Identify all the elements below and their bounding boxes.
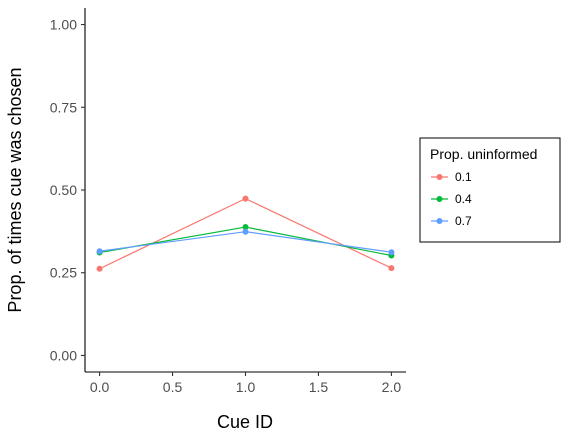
y-tick-label: 0.50 bbox=[50, 182, 77, 198]
data-point-0.1 bbox=[96, 265, 103, 272]
y-ticks: 0.00 0.25 0.50 0.75 1.00 bbox=[50, 17, 85, 363]
y-tick-label: 1.00 bbox=[50, 17, 77, 33]
legend-key-point bbox=[436, 174, 443, 180]
x-tick-label: 2.0 bbox=[382, 379, 402, 395]
x-tick-label: 1.0 bbox=[236, 379, 256, 395]
legend-title: Prop. uninformed bbox=[430, 146, 537, 162]
x-axis-title: Cue ID bbox=[217, 412, 273, 432]
legend-label: 0.7 bbox=[455, 214, 472, 228]
series-layer bbox=[96, 195, 395, 272]
axes bbox=[84, 8, 406, 373]
data-point-0.4 bbox=[242, 224, 249, 231]
y-tick-label: 0.75 bbox=[50, 99, 77, 115]
legend-items: 0.1 0.4 0.7 bbox=[431, 170, 472, 228]
data-point-0.7 bbox=[96, 248, 103, 255]
data-point-0.1 bbox=[242, 195, 249, 202]
legend-label: 0.4 bbox=[455, 192, 472, 206]
legend-box bbox=[419, 137, 561, 243]
y-tick-label: 0.00 bbox=[50, 347, 77, 363]
series-line-0.7 bbox=[99, 231, 392, 253]
x-ticks: 0.0 0.5 1.0 1.5 2.0 bbox=[90, 372, 401, 395]
y-tick-label: 0.25 bbox=[50, 265, 77, 281]
x-tick-label: 1.5 bbox=[309, 379, 329, 395]
data-point-0.7 bbox=[388, 249, 395, 256]
legend-key-point bbox=[436, 218, 443, 224]
data-point-0.7 bbox=[242, 228, 249, 235]
legend-key-point bbox=[436, 196, 443, 202]
legend-label: 0.1 bbox=[455, 170, 472, 184]
data-point-0.1 bbox=[388, 265, 395, 272]
y-axis-title: Prop. of times cue was chosen bbox=[5, 67, 25, 312]
x-tick-label: 0.5 bbox=[163, 379, 183, 395]
legend: Prop. uninformed 0.1 0.4 0.7 bbox=[419, 137, 561, 243]
x-tick-label: 0.0 bbox=[90, 379, 110, 395]
